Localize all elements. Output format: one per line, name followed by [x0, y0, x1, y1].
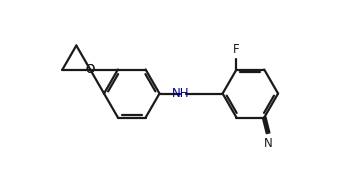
- Text: F: F: [233, 43, 240, 56]
- Text: O: O: [86, 63, 95, 76]
- Text: O: O: [86, 63, 95, 76]
- Text: NH: NH: [172, 87, 190, 100]
- Text: N: N: [264, 137, 272, 150]
